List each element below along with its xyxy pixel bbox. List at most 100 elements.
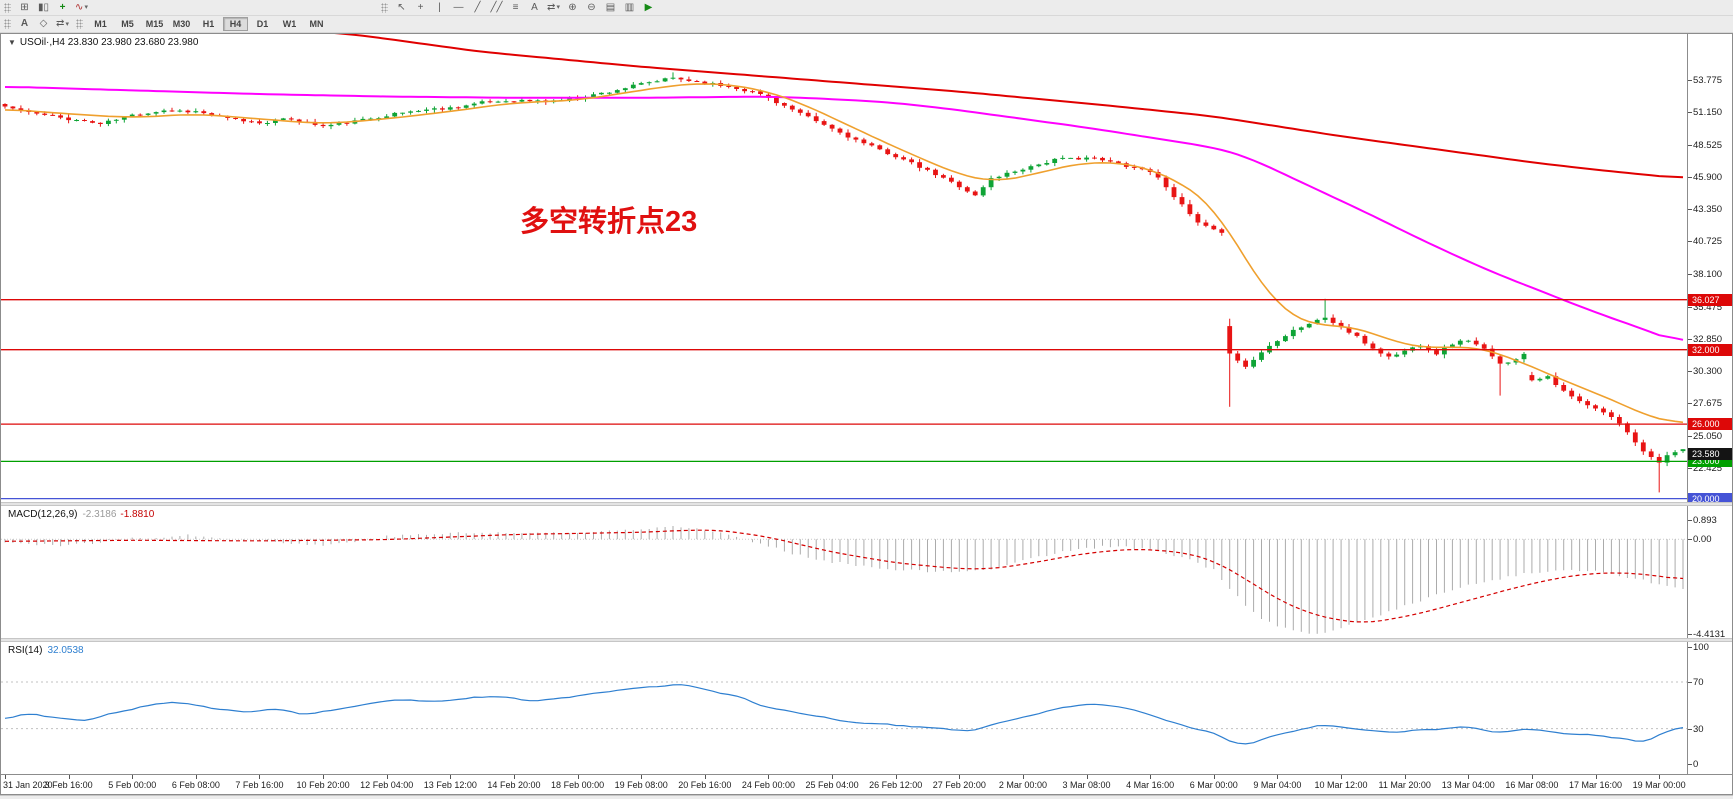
rsi-axis-label: 0 (1693, 758, 1699, 770)
time-axis-label: 19 Mar 00:00 (1632, 780, 1686, 790)
time-tick (323, 775, 325, 779)
indicators-icon[interactable]: ∿ ▾ (75, 1, 88, 13)
main-chart-panel[interactable]: ▼ USOil·,H4 23.830 23.980 23.680 23.980 多… (1, 34, 1732, 502)
time-tick (386, 775, 388, 779)
zoom-in-icon[interactable]: ⊕ (568, 1, 577, 13)
time-axis-label: 17 Mar 16:00 (1569, 780, 1623, 790)
panel-separator[interactable] (1, 638, 1732, 642)
timeframe-button-mn[interactable]: MN (309, 19, 324, 29)
axis-tick (1688, 144, 1692, 146)
vertical-line-icon[interactable]: | (438, 1, 441, 13)
time-tick (1341, 775, 1343, 779)
toolbar-drag-handle[interactable] (4, 19, 11, 29)
time-tick (259, 775, 261, 779)
macd-histogram (4, 526, 1684, 634)
time-axis-label: 4 Mar 16:00 (1126, 780, 1175, 790)
text-tool-icon[interactable]: A (531, 1, 538, 13)
cursor-icon[interactable]: ↖ (397, 1, 406, 13)
tile-horizontal-icon[interactable]: ▤ (605, 1, 616, 13)
ma-mid-magenta-line[interactable] (4, 86, 1684, 341)
axis-tick (1688, 647, 1692, 648)
axis-tick (1688, 273, 1692, 275)
time-axis-label: 16 Mar 08:00 (1505, 780, 1559, 790)
new-chart-icon[interactable]: ⊞ (20, 1, 29, 13)
price-axis-label: 27.675 (1693, 398, 1723, 410)
tile-vertical-icon[interactable]: ▥ (624, 1, 635, 13)
arrows-icon[interactable]: ⇄ ▾ (547, 1, 560, 13)
time-axis-label: 12 Feb 04:00 (360, 780, 414, 790)
shapes-icon[interactable]: ◇ (39, 18, 48, 29)
toolbar-chart-icons: ⊞ ▮▯ + ∿ ▾ (15, 0, 91, 15)
timeframe-button-m5[interactable]: M5 (121, 19, 134, 29)
timeframe-button-w1[interactable]: W1 (282, 19, 297, 29)
rsi-axis-label: 70 (1693, 676, 1704, 688)
price-tag-26.000[interactable]: 26.000 (1688, 418, 1732, 431)
time-tick (832, 775, 834, 779)
time-tick (895, 775, 897, 779)
timeframe-button-h1[interactable]: H1 (202, 19, 215, 29)
price-tag-20.000[interactable]: 20.000 (1688, 492, 1732, 502)
chart-annotation-text[interactable]: 多空转折点23 (520, 206, 698, 238)
time-tick (513, 775, 515, 779)
axis-tick (1688, 370, 1692, 372)
time-axis[interactable]: 31 Jan 2020 3 Feb 16:00 5 Feb 00:00 6 Feb 0… (1, 774, 1732, 794)
axis-tick (1688, 241, 1692, 243)
chart-collapse-icon[interactable]: ▼ (8, 38, 16, 47)
time-axis-label: 25 Feb 04:00 (805, 780, 859, 790)
time-tick (1531, 775, 1533, 779)
fibonacci-icon[interactable]: ≡ (512, 1, 519, 13)
toolbar-spacer (91, 7, 377, 8)
time-tick (1086, 775, 1088, 779)
time-tick (1022, 775, 1024, 779)
crosshair-icon[interactable]: + (417, 1, 424, 13)
time-axis-label: 13 Mar 04:00 (1441, 780, 1495, 790)
price-axis-label: 51.150 (1693, 107, 1723, 119)
time-axis-label: 10 Feb 20:00 (296, 780, 350, 790)
chart-candles-icon[interactable]: ▮▯ (37, 1, 49, 13)
timeframe-button-m15[interactable]: M15 (145, 19, 164, 29)
text-annotation-icon[interactable]: A (20, 18, 29, 29)
time-axis-label: 19 Feb 08:00 (614, 780, 668, 790)
dropdown-caret-icon[interactable]: ▾ (84, 4, 88, 11)
toolbar-drag-handle[interactable] (76, 19, 83, 29)
price-axis-label: 25.050 (1693, 430, 1723, 442)
dropdown-caret-icon[interactable]: ▾ (65, 20, 69, 28)
horizontal-line-icon[interactable]: — (453, 1, 464, 13)
candlesticks (2, 72, 1686, 493)
rsi-axis[interactable]: 100 70 30 0 (1687, 642, 1732, 774)
ma-slow-red-line[interactable] (5, 34, 1684, 179)
toolbar-drag-handle[interactable] (381, 2, 388, 13)
channel-icon[interactable]: ╱╱ (490, 1, 503, 13)
panel-separator[interactable] (1, 502, 1732, 506)
price-axis[interactable]: 53.775 51.150 48.525 45.900 43.350 40.725 38.1… (1687, 34, 1732, 502)
axis-tick (1688, 681, 1692, 683)
time-tick (1277, 775, 1279, 779)
arrow-tools-icon[interactable]: ⇄ ▾ (56, 18, 69, 29)
status-bar (0, 795, 1733, 799)
timeframe-button-d1[interactable]: D1 (256, 19, 269, 29)
price-tag-32.000[interactable]: 32.000 (1688, 343, 1732, 356)
chart-symbol-label: USOil·,H4 (19, 37, 65, 48)
time-tick (195, 775, 197, 779)
axis-tick (1688, 520, 1692, 521)
toolbar-line-study-icons: ↖ + | — ╱ ╱╱ ≡ A ⇄ ▾ ⊕ ⊖ ▤ ▥ ▶ (392, 0, 658, 15)
time-tick (4, 775, 6, 779)
trendline-icon[interactable]: ╱ (474, 1, 481, 13)
rsi-panel[interactable]: RSI(14) 32.0538 100 70 30 0 (1, 642, 1732, 774)
timeframe-button-m30[interactable]: M30 (172, 19, 191, 29)
macd-axis[interactable]: 0.893 0.00 -4.4131 (1687, 506, 1732, 638)
macd-name-label: MACD(12,26,9) (8, 509, 78, 520)
ma-fast-orange-line[interactable] (4, 83, 1684, 424)
macd-panel[interactable]: MACD(12,26,9) -2.3186 -1.8810 0.893 0.00 -4.… (1, 506, 1732, 638)
time-tick (704, 775, 706, 779)
green-plus-icon[interactable]: + (59, 1, 66, 13)
time-axis-label: 2 Mar 00:00 (998, 780, 1047, 790)
timeframe-button-m1[interactable]: M1 (94, 19, 107, 29)
zoom-out-icon[interactable]: ⊖ (587, 1, 596, 13)
toolbar-drag-handle[interactable] (4, 2, 11, 13)
price-tag-36.027[interactable]: 36.027 (1688, 293, 1732, 306)
price-axis-label: 48.525 (1693, 139, 1723, 151)
timeframe-button-h4[interactable]: H4 (223, 17, 248, 31)
autotrading-icon[interactable]: ▶ (644, 1, 653, 13)
dropdown-caret-icon[interactable]: ▾ (556, 4, 560, 11)
